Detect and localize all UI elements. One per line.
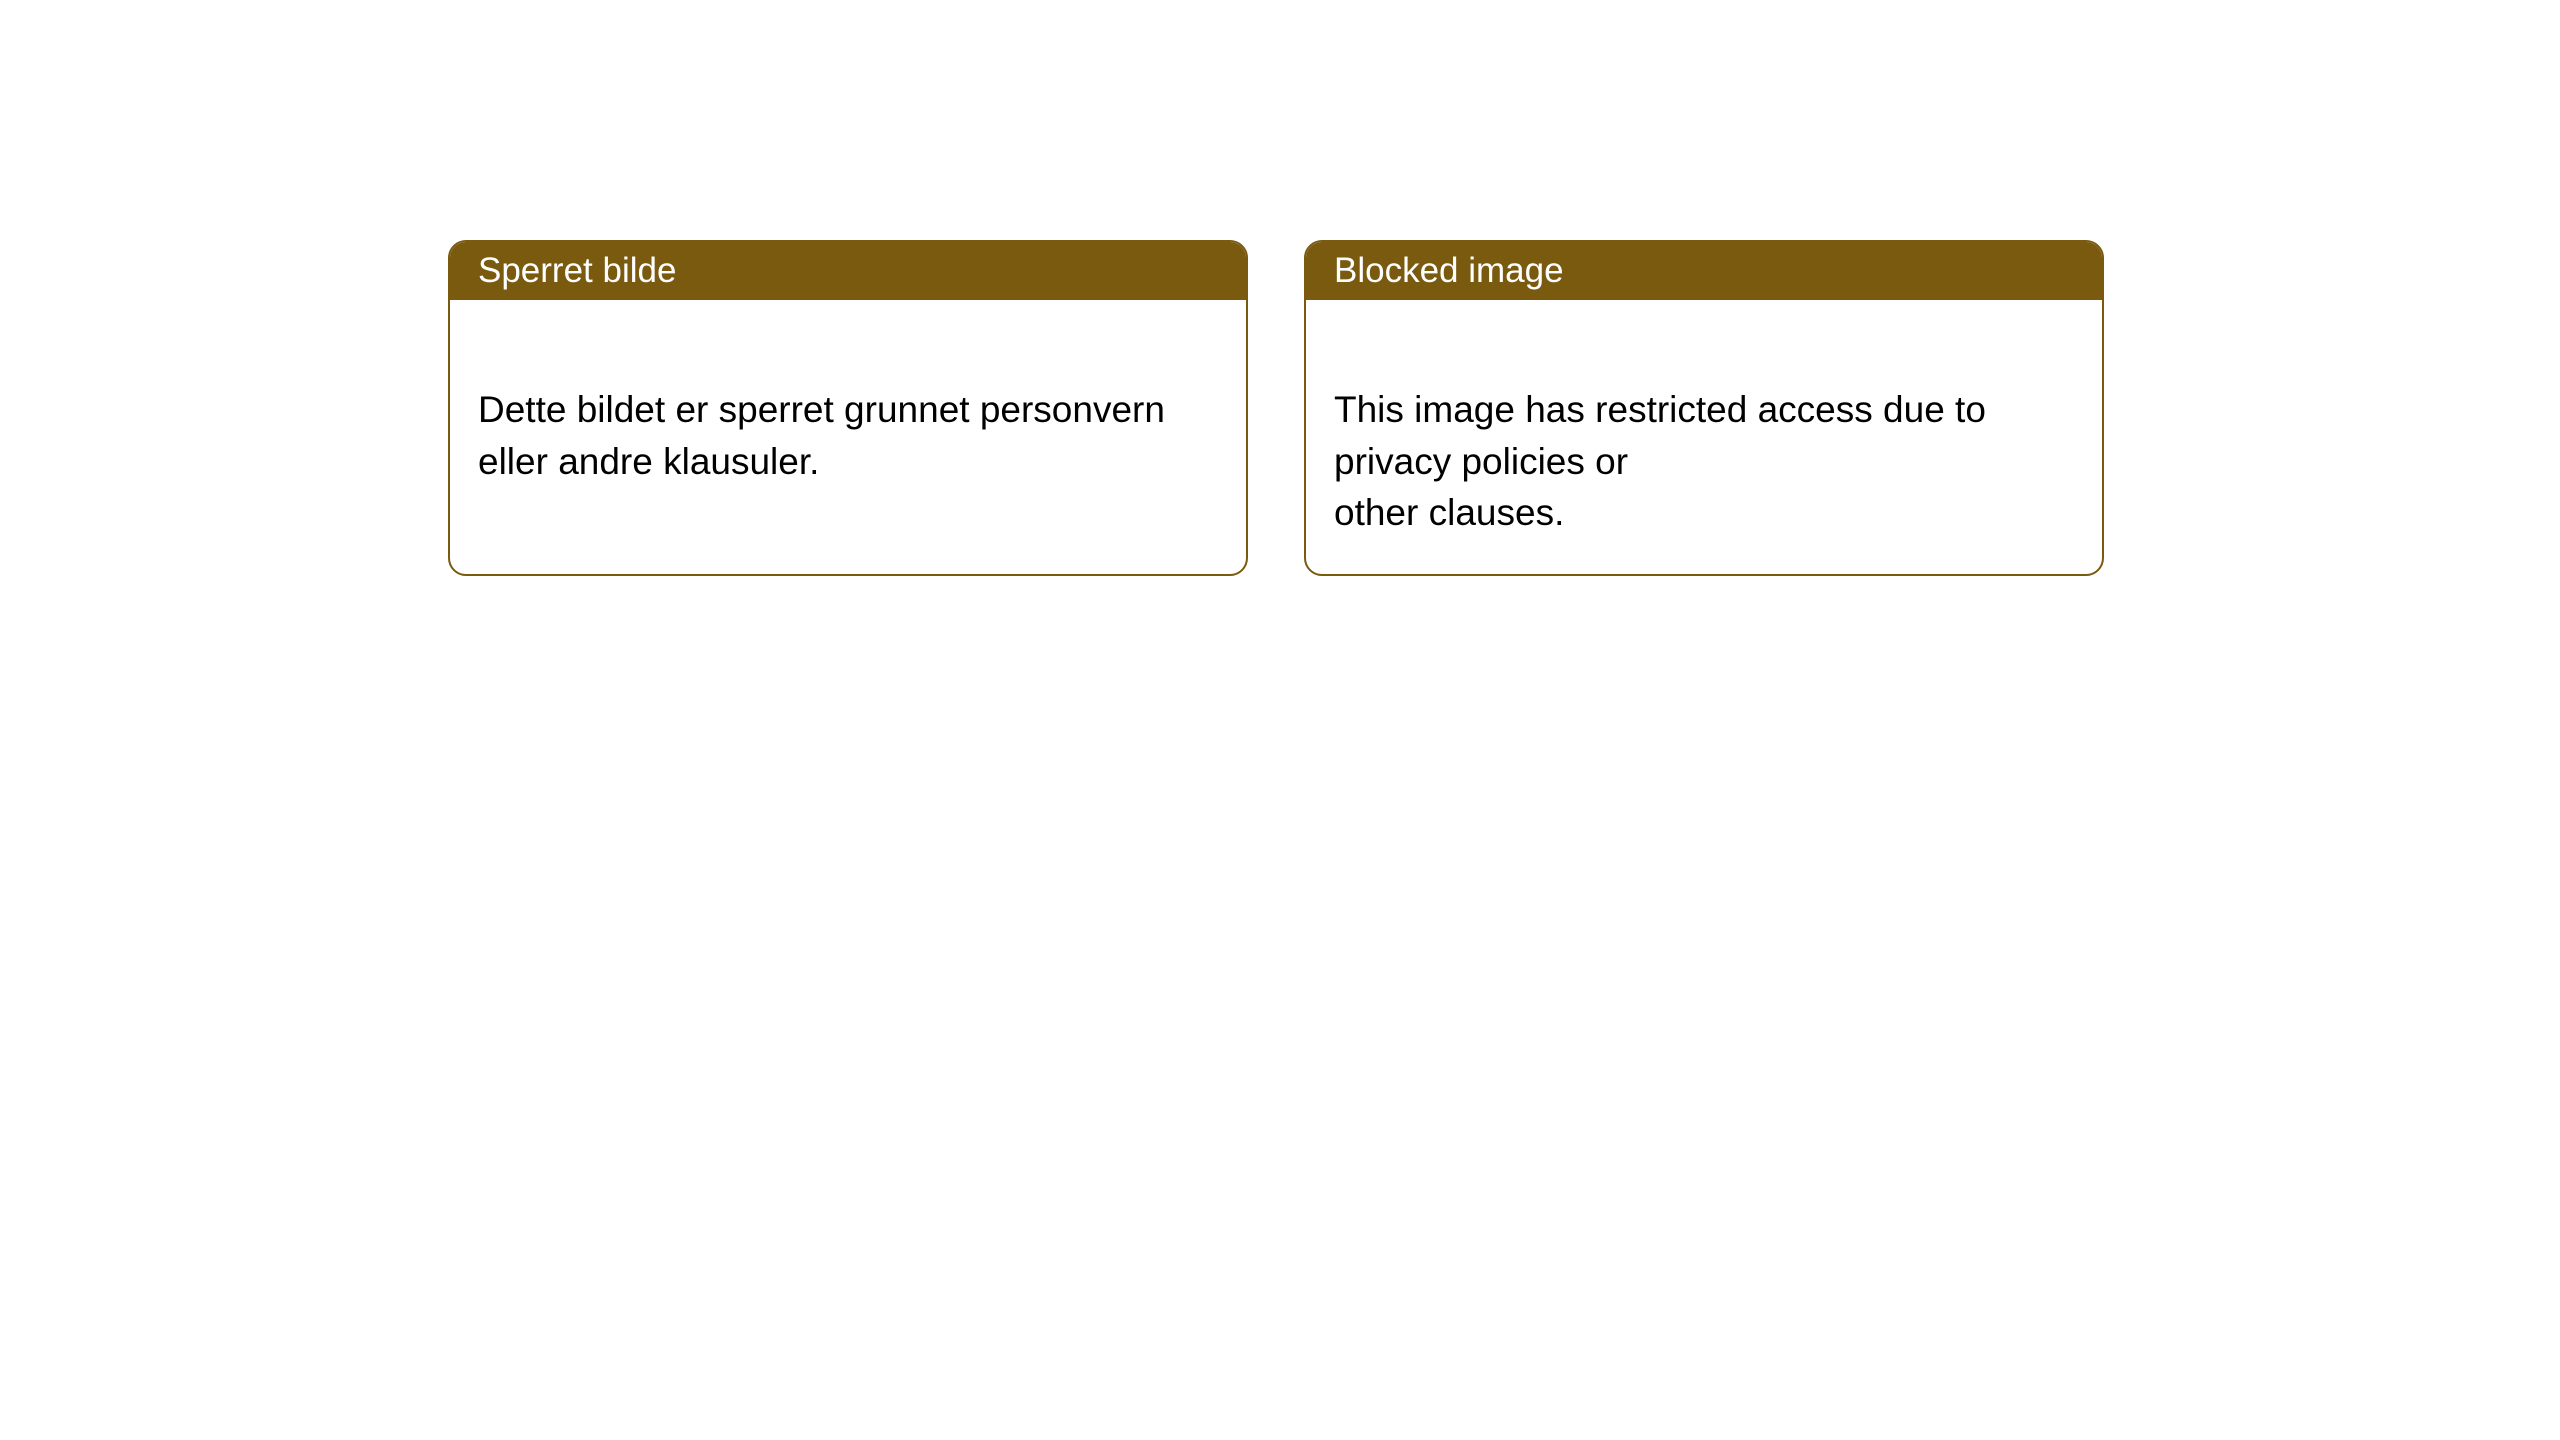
card-title: Blocked image	[1334, 251, 1564, 290]
card-header: Sperret bilde	[450, 242, 1246, 300]
card-body: Dette bildet er sperret grunnet personve…	[450, 300, 1246, 519]
card-header: Blocked image	[1306, 242, 2102, 300]
notice-container: Sperret bilde Dette bildet er sperret gr…	[0, 0, 2560, 576]
card-body: This image has restricted access due to …	[1306, 300, 2102, 571]
notice-card-norwegian: Sperret bilde Dette bildet er sperret gr…	[448, 240, 1248, 576]
card-title: Sperret bilde	[478, 251, 676, 290]
notice-card-english: Blocked image This image has restricted …	[1304, 240, 2104, 576]
card-body-text: Dette bildet er sperret grunnet personve…	[478, 389, 1165, 482]
card-body-text: This image has restricted access due to …	[1334, 389, 1986, 534]
